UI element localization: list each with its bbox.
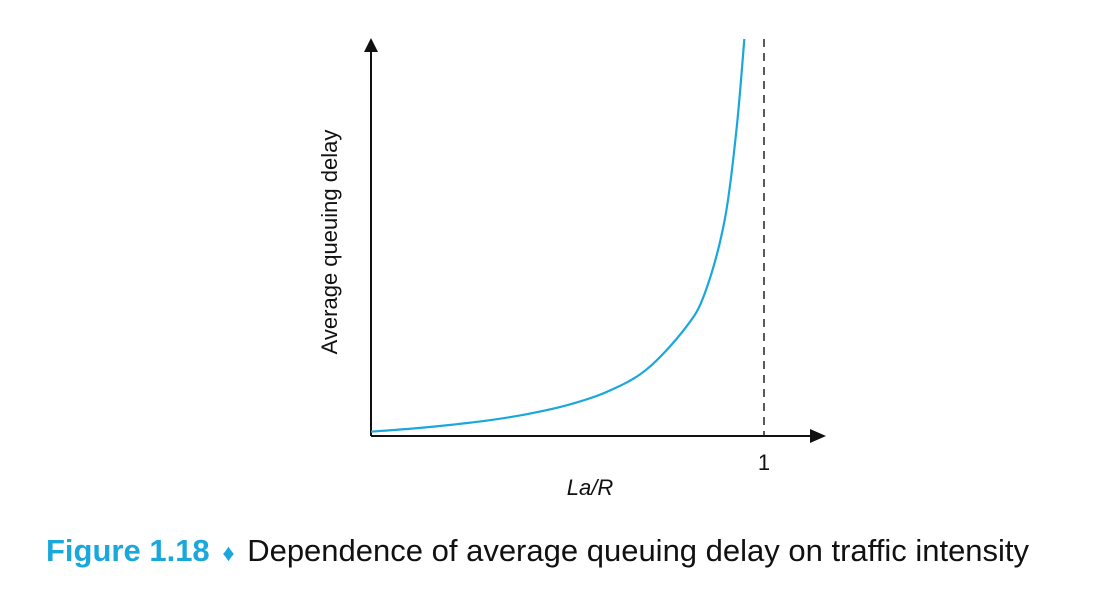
delay-curve [370,38,746,433]
caption-separator: ♦ [222,540,235,567]
figure-number: Figure 1.18 [46,533,210,568]
x-tick-label: 1 [758,450,770,475]
axes: 1 La/R Average queuing delay [317,38,826,500]
x-axis-label: La/R [567,475,614,500]
x-axis-arrowhead [810,429,826,443]
figure-caption: Figure 1.18 ♦ Dependence of average queu… [46,532,1029,569]
figure-caption-text: Dependence of average queuing delay on t… [247,533,1030,568]
y-axis-label: Average queuing delay [317,130,342,355]
queuing-delay-chart: 1 La/R Average queuing delay [317,38,826,500]
y-axis-arrowhead [364,38,378,52]
